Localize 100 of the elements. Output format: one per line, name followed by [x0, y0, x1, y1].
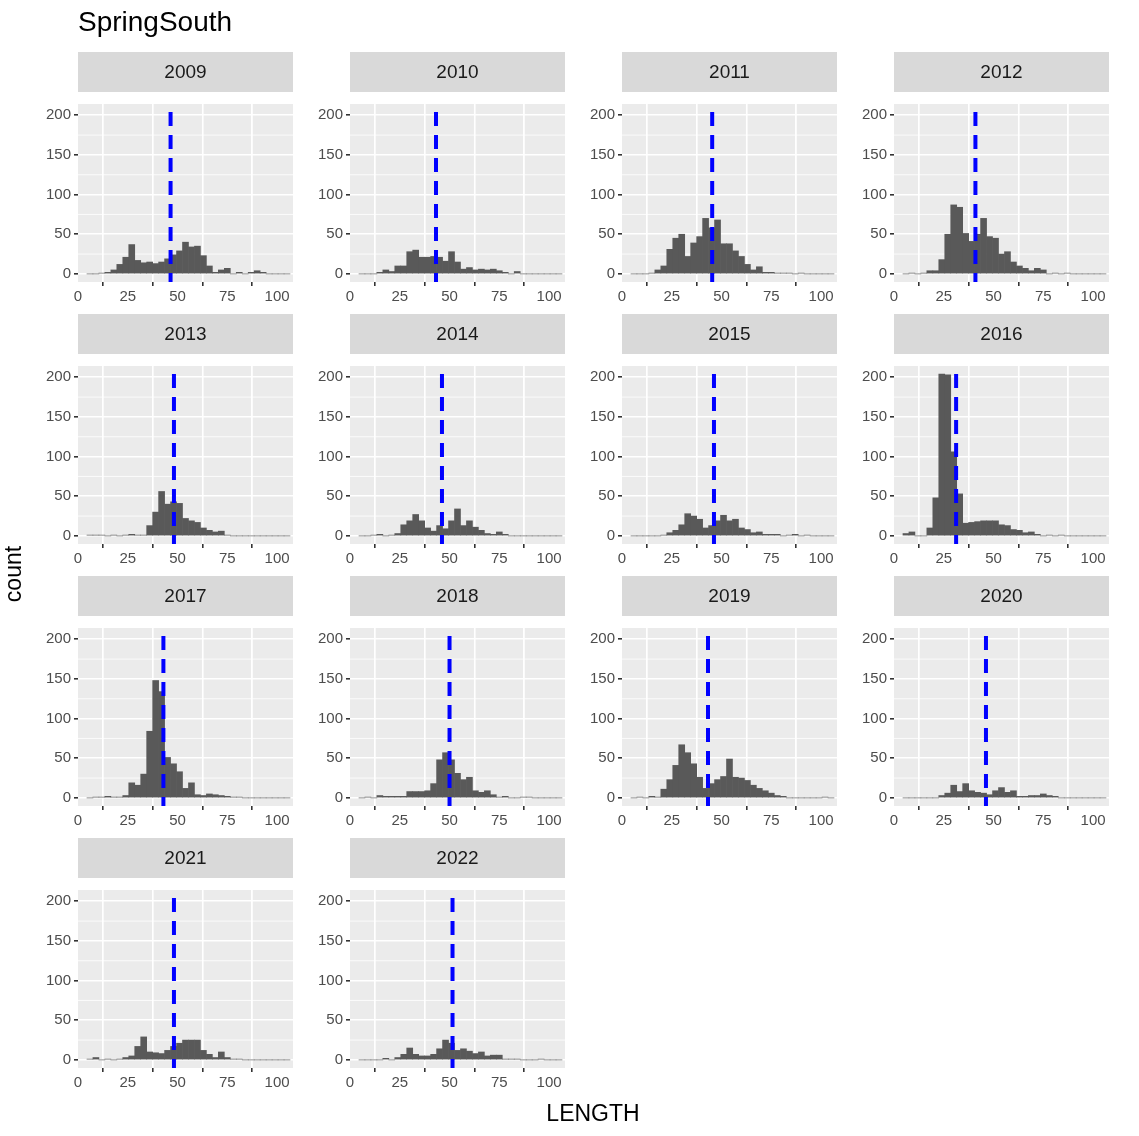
x-tick-label: 50: [169, 287, 186, 305]
y-tick-label: 200: [317, 891, 343, 909]
y-tick-label: 150: [317, 407, 343, 425]
x-tick-label: 0: [345, 549, 355, 567]
y-tick-label: 50: [870, 224, 887, 242]
y-tick-label: 50: [598, 748, 615, 766]
y-tick-label: 100: [45, 970, 71, 988]
chart-title: 2014: [350, 314, 565, 354]
x-tick-label: 50: [441, 811, 458, 829]
chart-title: 2021: [78, 838, 293, 878]
y-tick-label: 150: [589, 407, 615, 425]
x-tick-label: 0: [73, 287, 83, 305]
y-tick-label: 150: [317, 669, 343, 687]
y-tick-label: 100: [45, 708, 71, 726]
x-tick-label: 100: [1080, 549, 1106, 567]
chart-title: 2010: [350, 52, 565, 92]
y-tick-label: 150: [45, 407, 71, 425]
x-tick-label: 50: [169, 1073, 186, 1091]
x-tick-label: 100: [536, 811, 562, 829]
chart-title: 2009: [78, 52, 293, 92]
y-tick-label: 0: [334, 788, 343, 806]
x-tick-label: 75: [218, 287, 236, 305]
x-tick-label: 100: [536, 287, 562, 305]
x-tick-label: 100: [1080, 811, 1106, 829]
y-tick-label: 200: [317, 105, 343, 123]
y-tick-label: 100: [317, 708, 343, 726]
chart-title: 2011: [622, 52, 837, 92]
y-tick-label: 0: [606, 788, 615, 806]
x-tick-label: 50: [713, 549, 730, 567]
x-tick-label: 100: [264, 1073, 290, 1091]
y-tick-label: 100: [861, 446, 887, 464]
x-tick-label: 75: [490, 811, 508, 829]
x-tick-label: 25: [391, 287, 409, 305]
y-tick-label: 50: [54, 486, 71, 504]
y-tick-label: 100: [45, 446, 71, 464]
x-tick-label: 75: [490, 287, 508, 305]
x-tick-label: 25: [391, 1073, 409, 1091]
x-tick-label: 0: [617, 287, 627, 305]
x-tick-label: 0: [889, 549, 899, 567]
x-tick-label: 0: [345, 1073, 355, 1091]
y-tick-label: 0: [334, 264, 343, 282]
x-tick-label: 0: [345, 287, 355, 305]
x-tick-label: 75: [1034, 811, 1052, 829]
y-tick-label: 100: [589, 184, 615, 202]
x-tick-label: 25: [935, 549, 953, 567]
chart-title: 2017: [78, 576, 293, 616]
x-tick-label: 75: [218, 1073, 236, 1091]
x-tick-label: 75: [490, 1073, 508, 1091]
y-tick-label: 0: [606, 526, 615, 544]
x-tick-label: 100: [1080, 287, 1106, 305]
x-tick-label: 75: [218, 549, 236, 567]
y-tick-label: 100: [861, 184, 887, 202]
x-tick-label: 50: [713, 287, 730, 305]
y-tick-label: 150: [861, 145, 887, 163]
y-tick-label: 50: [326, 748, 343, 766]
x-tick-label: 50: [441, 549, 458, 567]
y-tick-label: 200: [589, 629, 615, 647]
x-tick-label: 50: [985, 549, 1002, 567]
y-tick-label: 150: [861, 669, 887, 687]
y-tick-label: 100: [589, 446, 615, 464]
chart-title: 2022: [350, 838, 565, 878]
y-tick-label: 0: [878, 264, 887, 282]
chart-title: 2020: [894, 576, 1109, 616]
y-tick-label: 200: [45, 105, 71, 123]
y-tick-label: 0: [606, 264, 615, 282]
y-tick-label: 100: [45, 184, 71, 202]
y-tick-label: 100: [861, 708, 887, 726]
y-tick-label: 150: [589, 145, 615, 163]
x-tick-label: 75: [218, 811, 236, 829]
x-tick-label: 0: [73, 1073, 83, 1091]
y-tick-label: 150: [45, 145, 71, 163]
x-tick-label: 75: [762, 811, 780, 829]
x-tick-label: 100: [264, 811, 290, 829]
x-tick-label: 0: [889, 287, 899, 305]
x-tick-label: 0: [345, 811, 355, 829]
x-tick-label: 100: [808, 811, 834, 829]
x-tick-label: 50: [169, 811, 186, 829]
y-tick-label: 0: [878, 788, 887, 806]
y-tick-label: 100: [317, 184, 343, 202]
y-tick-label: 50: [54, 1010, 71, 1028]
x-tick-label: 100: [264, 549, 290, 567]
y-axis-title: count: [0, 545, 27, 603]
y-tick-label: 200: [317, 629, 343, 647]
x-tick-label: 100: [536, 1073, 562, 1091]
y-tick-label: 0: [334, 526, 343, 544]
x-tick-label: 100: [264, 287, 290, 305]
y-tick-label: 50: [54, 224, 71, 242]
y-tick-label: 150: [45, 931, 71, 949]
y-tick-label: 150: [861, 407, 887, 425]
y-tick-label: 100: [317, 970, 343, 988]
y-tick-label: 0: [62, 788, 71, 806]
y-tick-label: 200: [45, 367, 71, 385]
y-tick-label: 50: [598, 486, 615, 504]
x-tick-label: 50: [441, 1073, 458, 1091]
x-tick-label: 75: [762, 287, 780, 305]
x-tick-label: 25: [935, 287, 953, 305]
x-tick-label: 50: [985, 811, 1002, 829]
chart-title: 2013: [78, 314, 293, 354]
x-tick-label: 0: [889, 811, 899, 829]
x-tick-label: 25: [663, 287, 681, 305]
